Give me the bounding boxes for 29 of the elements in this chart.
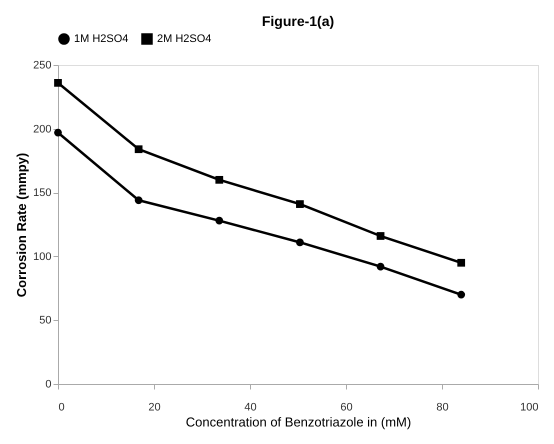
x-tick-label: 60 [340,402,353,414]
point [54,78,62,87]
legend-label: 2M H2SO4 [157,33,212,45]
x-axis-title: Concentration of Benzotriazole in (mM) [186,414,412,430]
point [134,196,143,204]
y-axis-title: Corrosion Rate (mmpy) [14,152,30,298]
chart-title: Figure-1(a) [262,13,334,29]
point [457,258,466,267]
y-tick-label: 200 [33,123,52,136]
legend-label: 1M H2SO4 [74,33,128,45]
point [296,200,304,208]
x-tick-label: 40 [244,402,257,414]
x-tick-label: 20 [148,402,161,414]
y-tick-label: 150 [33,187,52,200]
y-tick-label: 100 [33,250,52,263]
y-tick-label: 0 [45,378,52,390]
point [54,128,62,136]
point [296,238,304,246]
point [457,290,466,299]
x-tick-label: 0 [58,402,65,414]
x-tick-label: 100 [520,402,538,414]
point [215,176,224,184]
point [215,216,224,225]
point [134,145,143,154]
y-tick-label: 50 [39,314,52,327]
point [376,232,384,240]
point [376,262,384,270]
x-tick-label: 80 [436,402,449,414]
y-tick-label: 250 [33,60,52,72]
